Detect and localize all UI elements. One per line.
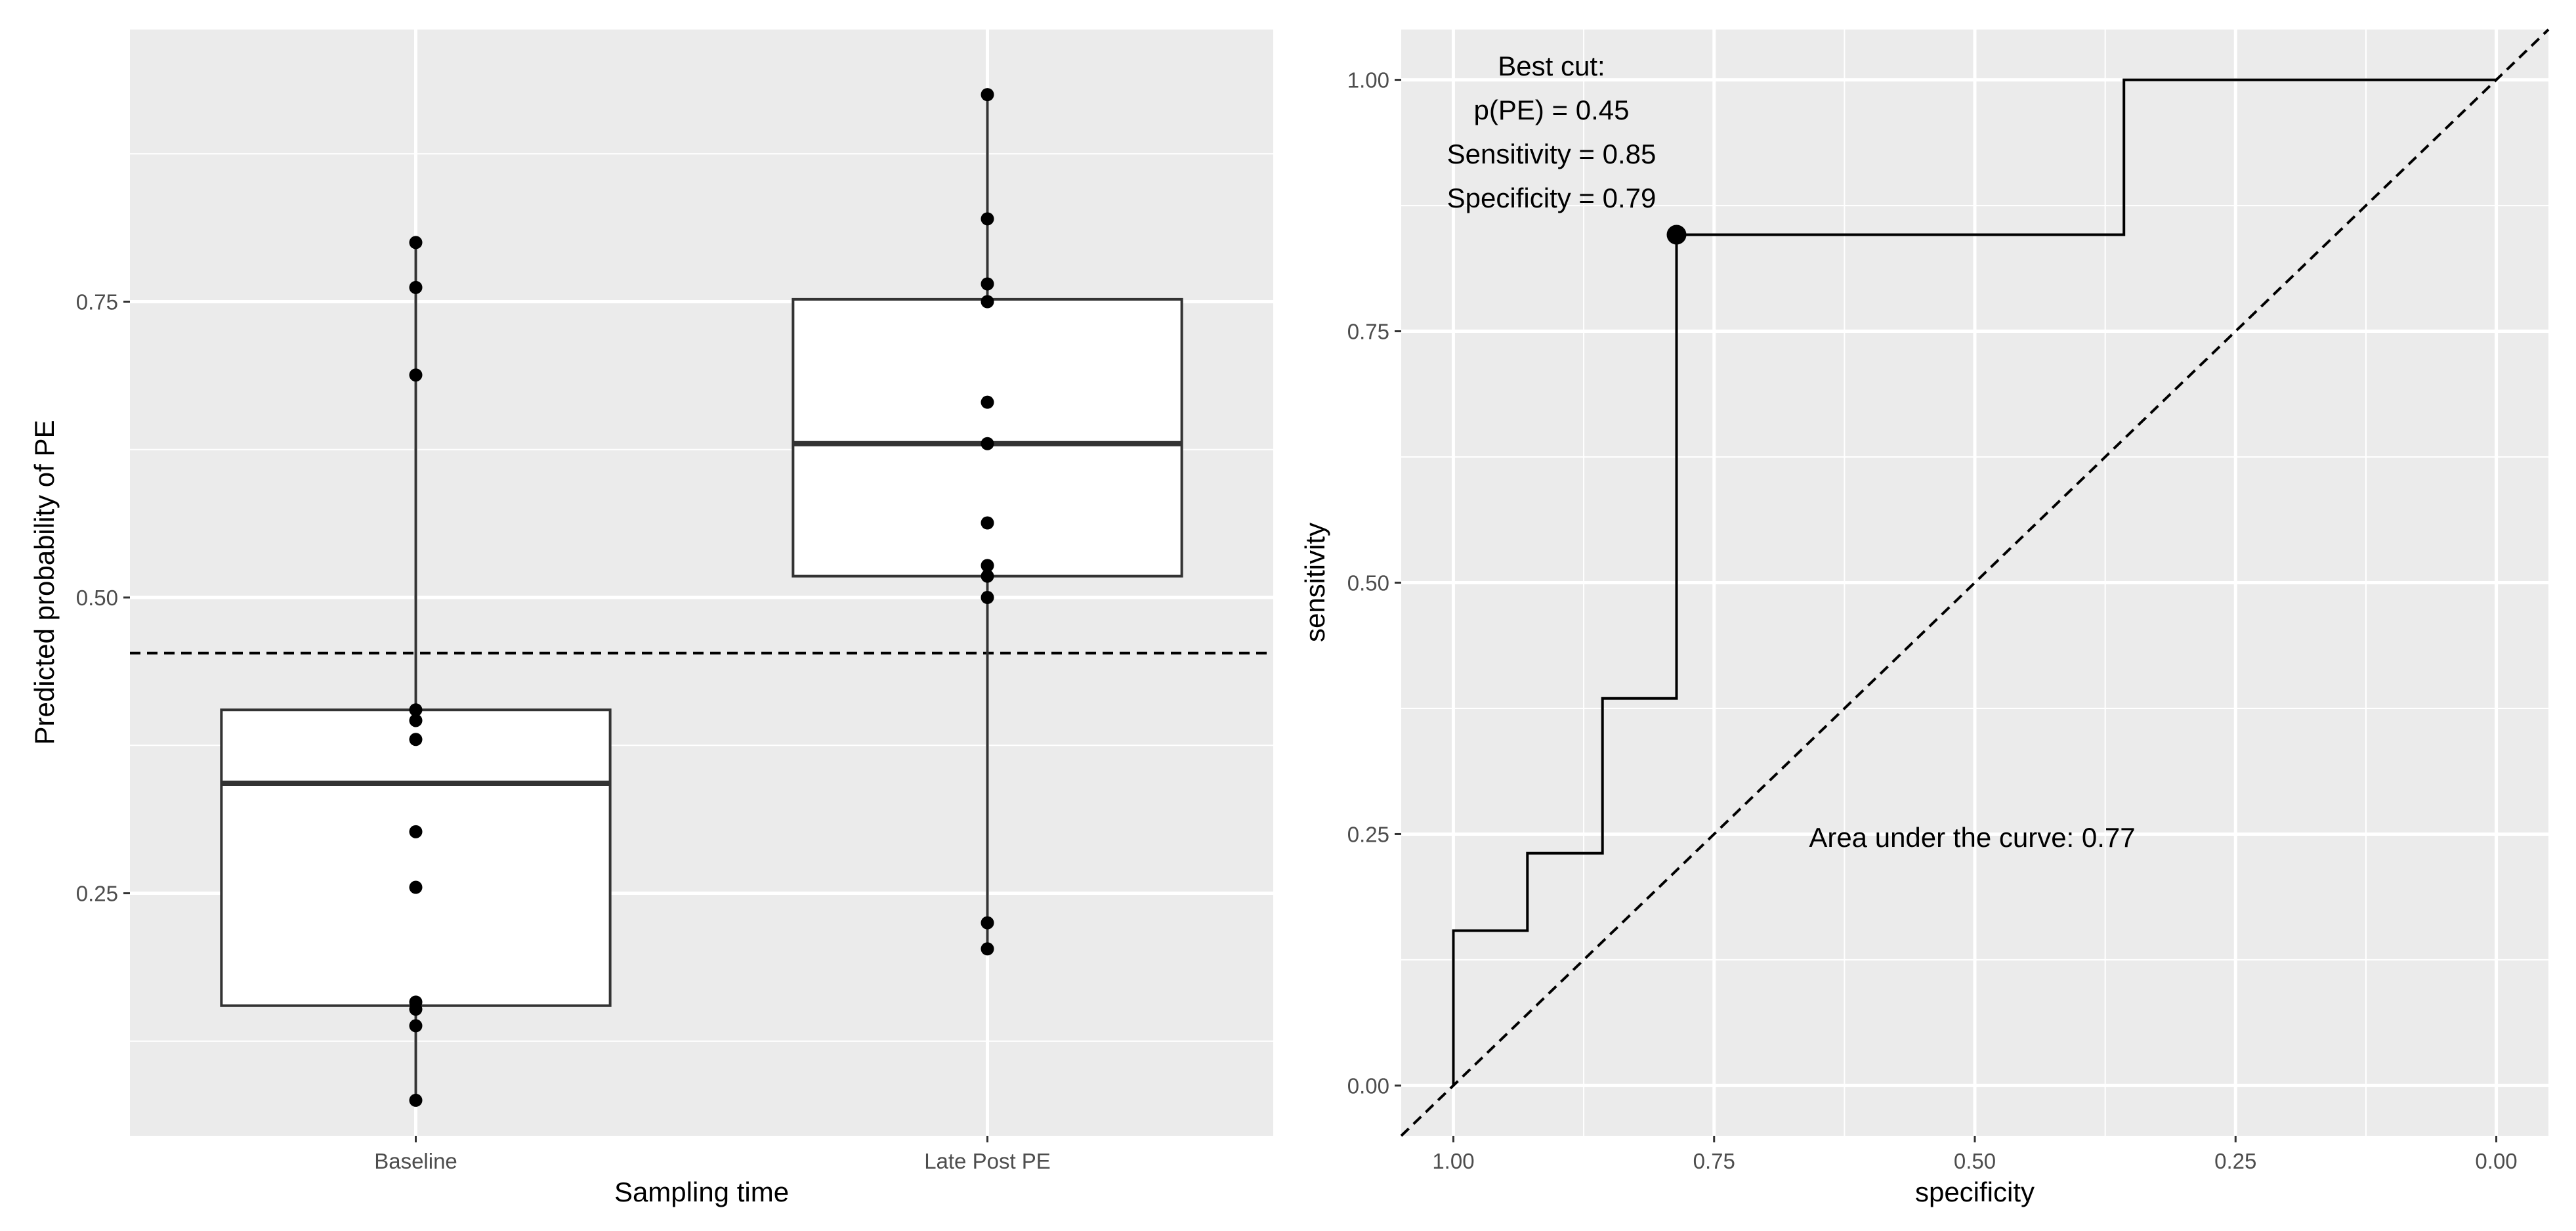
boxplot-y-axis-title: Predicted probability of PE	[29, 420, 60, 745]
data-point	[981, 569, 994, 583]
boxplot-boxes	[220, 95, 1183, 1100]
boxplot-panel: 0.25 0.50 0.75 Baseline Late Post PE Sampli…	[29, 30, 1273, 1207]
roc-curve	[1452, 78, 2497, 1086]
y-tick-label: 0.50	[1347, 571, 1389, 595]
data-point	[981, 395, 994, 409]
data-point	[981, 437, 994, 450]
data-point	[981, 88, 994, 102]
boxplot-points	[409, 88, 994, 1107]
y-tick-label: 1.00	[1347, 68, 1389, 93]
data-point	[409, 1003, 423, 1016]
roc-panel: 0.000.250.500.751.00 1.00 0.75 0.50 0.25 0.0…	[1299, 28, 2550, 1207]
x-tick-label: Late Post PE	[924, 1149, 1051, 1173]
boxplot-x-ticks: Baseline Late Post PE	[374, 1136, 1051, 1173]
best-cut-text-line: Best cut:	[1498, 51, 1605, 81]
y-tick-label: 0.50	[76, 586, 118, 610]
data-point	[981, 277, 994, 291]
data-point	[981, 916, 994, 930]
y-tick-label: 0.25	[1347, 822, 1389, 846]
data-point	[409, 703, 423, 717]
boxplot-x-axis-title: Sampling time	[614, 1177, 789, 1207]
chance-diagonal	[1400, 28, 2550, 1137]
data-point	[409, 1093, 423, 1107]
y-tick-label: 0.75	[76, 290, 118, 314]
boxplot-y-ticks: 0.25 0.50 0.75	[76, 290, 130, 906]
data-point	[409, 368, 423, 382]
data-point	[981, 559, 994, 572]
data-point	[981, 591, 994, 605]
auc-annotation: Area under the curve: 0.77	[1809, 822, 2135, 853]
data-point	[981, 942, 994, 956]
x-tick-label: 0.25	[2214, 1149, 2256, 1173]
y-tick-label: 0.75	[1347, 320, 1389, 344]
x-tick-label: 0.50	[1954, 1149, 1996, 1173]
roc-best-point	[1666, 225, 1687, 245]
y-tick-label: 0.00	[1347, 1073, 1389, 1098]
roc-diagonal	[1400, 28, 2550, 1137]
x-tick-label: 0.00	[2475, 1149, 2517, 1173]
y-tick-label: 0.25	[76, 882, 118, 906]
x-tick-label: Baseline	[374, 1149, 457, 1173]
best-cut-text-line: Sensitivity = 0.85	[1447, 139, 1657, 169]
data-point	[409, 1019, 423, 1033]
roc-x-axis-title: specificity	[1915, 1177, 2035, 1207]
roc-x-ticks: 1.00 0.75 0.50 0.25 0.00	[1432, 1136, 2518, 1173]
best-cut-text-line: p(PE) = 0.45	[1474, 95, 1630, 125]
best-cut-point	[1666, 225, 1687, 245]
data-point	[981, 516, 994, 530]
data-point	[409, 825, 423, 838]
data-point	[409, 236, 423, 249]
best-cut-text-line: Specificity = 0.79	[1447, 183, 1657, 213]
box	[220, 708, 612, 1007]
roc-y-ticks: 0.00 0.25 0.50 0.75 1.00	[1347, 68, 1401, 1098]
best-cut-annotation: Best cut: p(PE) = 0.45 Sensitivity = 0.85 S…	[1447, 51, 1657, 213]
data-point	[981, 212, 994, 226]
x-tick-label: 1.00	[1432, 1149, 1474, 1173]
data-point	[409, 280, 423, 294]
data-point	[409, 714, 423, 727]
data-point	[409, 733, 423, 746]
x-tick-label: 0.75	[1693, 1149, 1735, 1173]
roc-y-axis-title: sensitivity	[1299, 523, 1330, 642]
roc-curve-line	[1452, 78, 2497, 1086]
data-point	[409, 880, 423, 894]
data-point	[981, 295, 994, 309]
